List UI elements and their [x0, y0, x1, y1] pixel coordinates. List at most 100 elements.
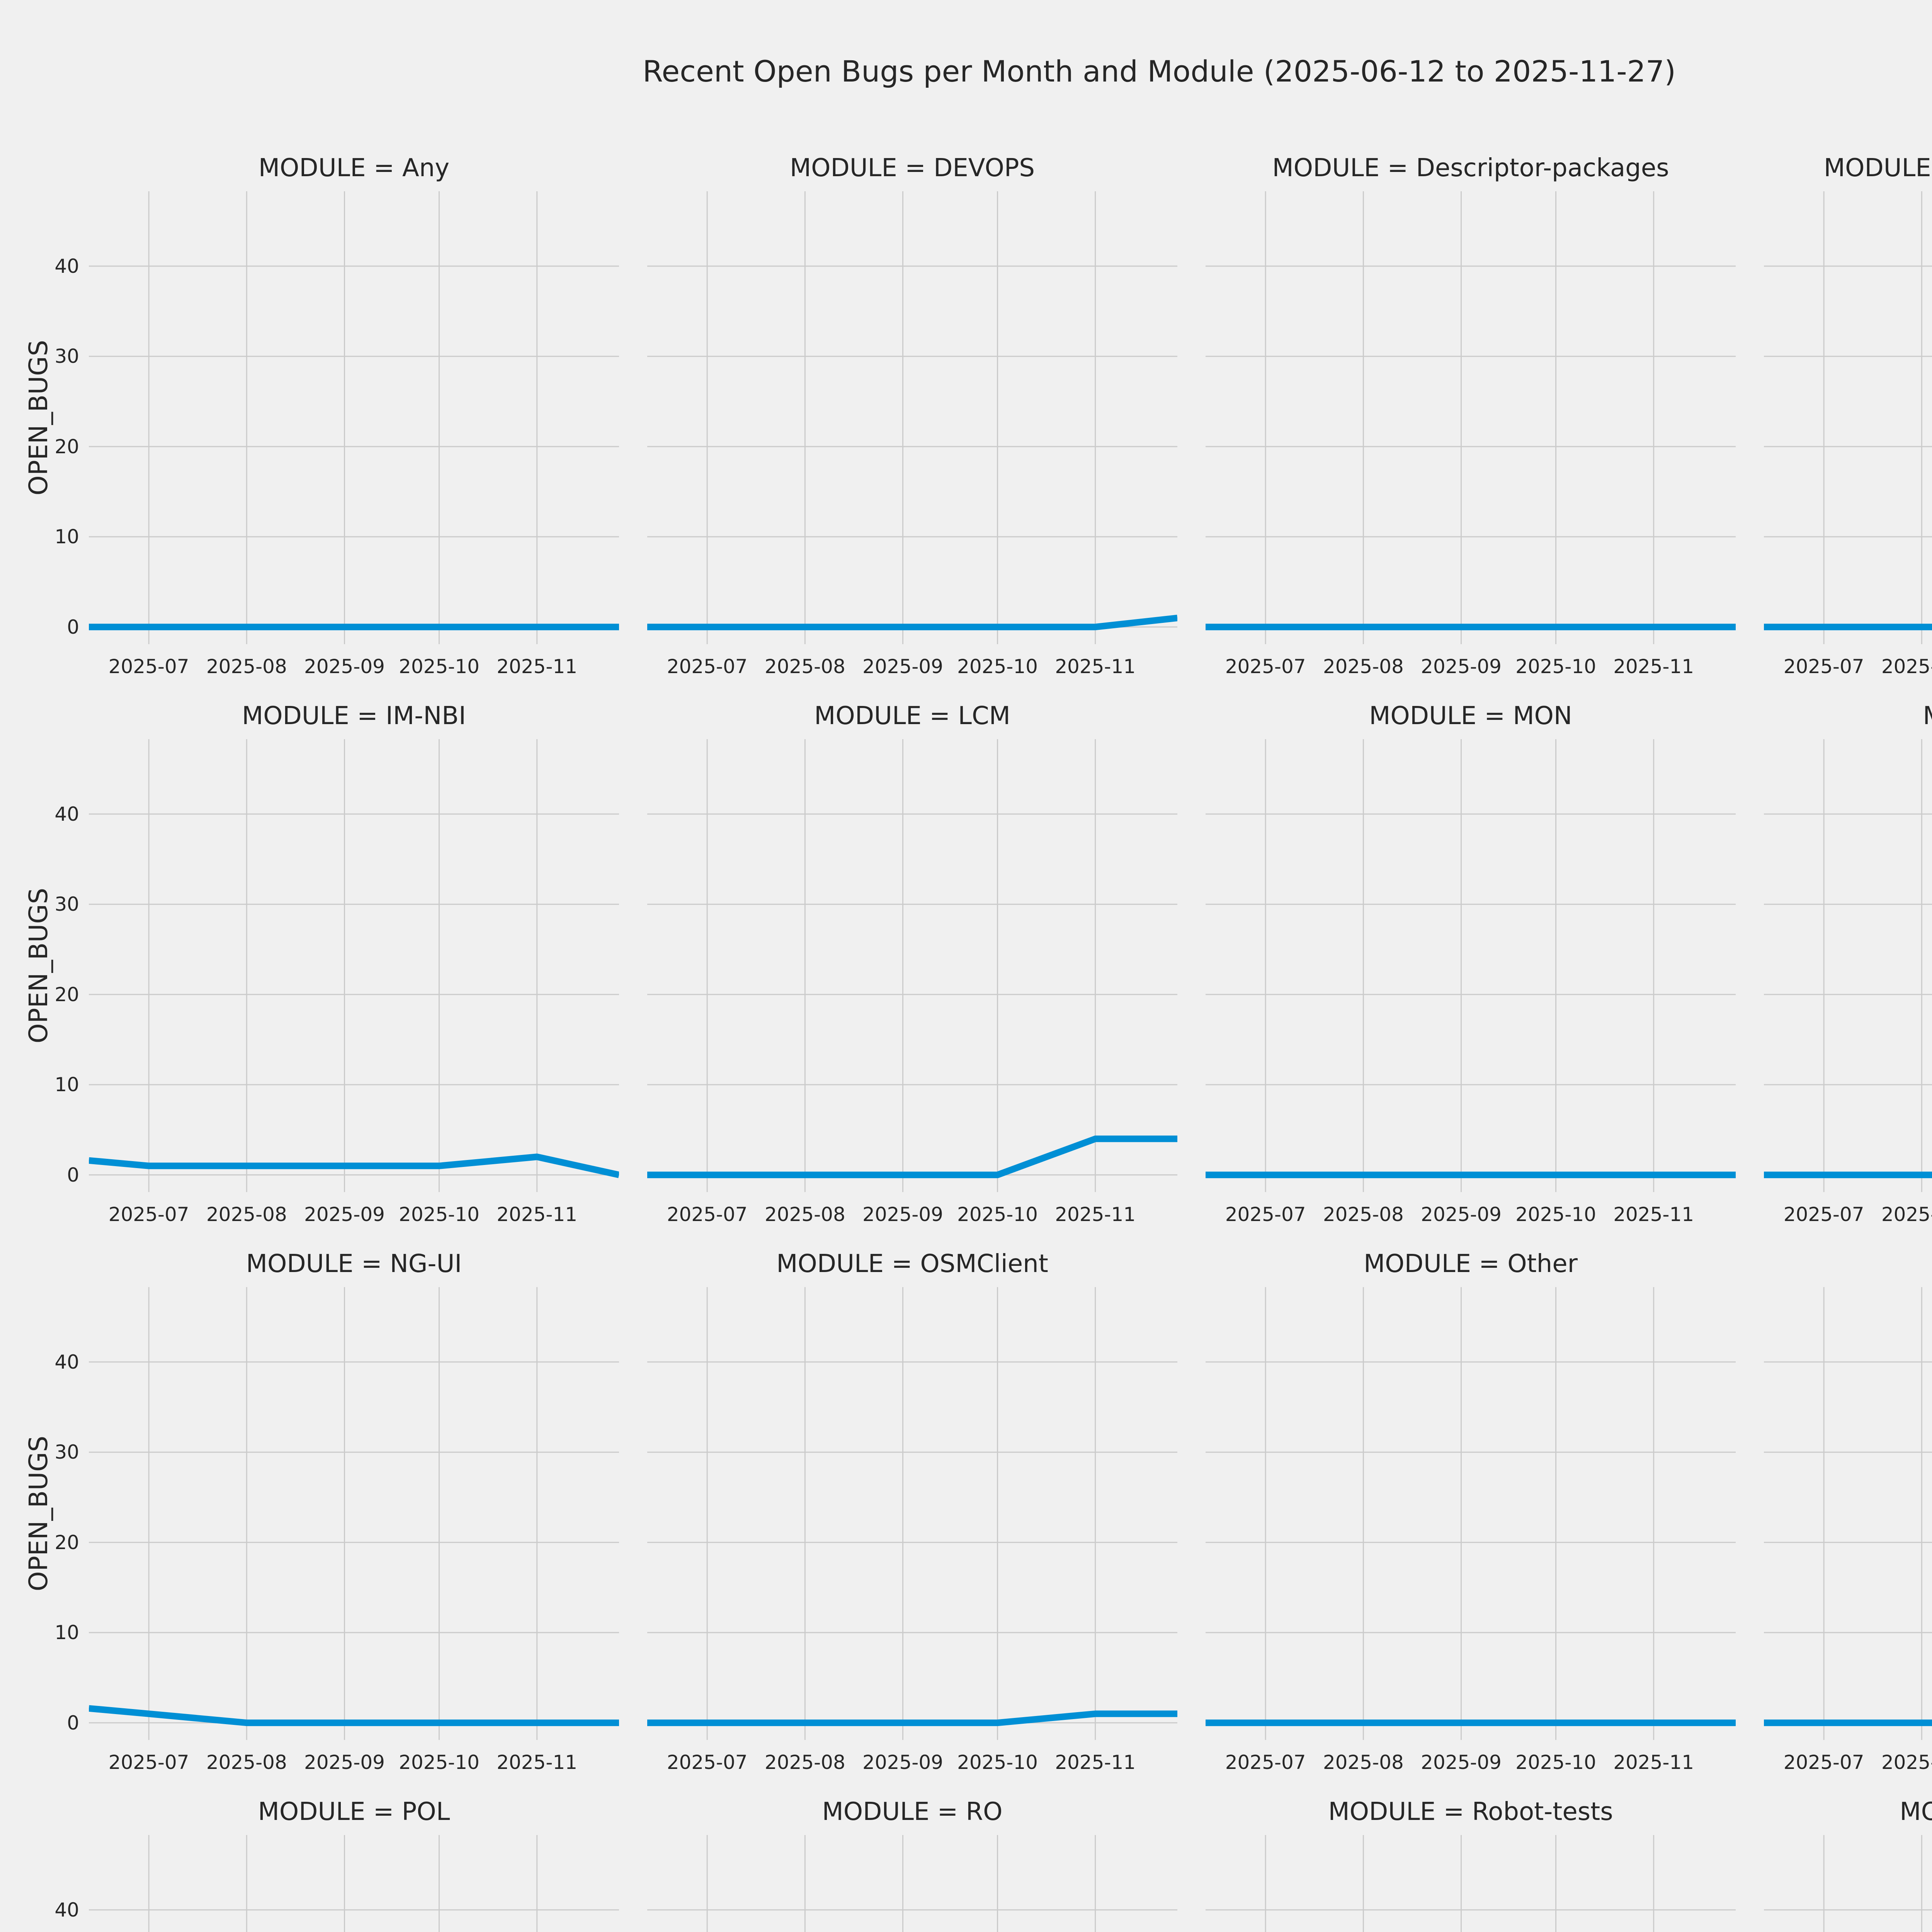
facet-plot-im-nbi — [89, 739, 619, 1192]
x-tick-devops-2025-07: 2025-07 — [667, 655, 748, 678]
x-tick-other-2025-09: 2025-09 — [1421, 1751, 1502, 1774]
x-tick-lcm-2025-08: 2025-08 — [764, 1203, 845, 1226]
x-tick-mon-2025-10: 2025-10 — [1515, 1203, 1596, 1226]
x-tick-ng-ui-2025-07: 2025-07 — [108, 1751, 189, 1774]
x-tick-lcm-2025-07: 2025-07 — [667, 1203, 748, 1226]
x-tick-osmclient-2025-10: 2025-10 — [957, 1751, 1038, 1774]
facet-plot-pol — [89, 1835, 619, 1932]
facet-title-devops: MODULE = DEVOPS — [789, 154, 1035, 182]
x-tick-descriptor-packages-2025-09: 2025-09 — [1421, 655, 1502, 678]
y-axis-label-pol: OPEN_BUGS — [25, 1835, 52, 1932]
x-tick-devops-2025-08: 2025-08 — [764, 655, 845, 678]
facet-title-any: MODULE = Any — [258, 154, 450, 182]
y-tick-ng-ui-20: 20 — [54, 1531, 79, 1554]
x-tick-documentation-wiki-2025-07: 2025-07 — [1783, 655, 1864, 678]
x-tick-descriptor-packages-2025-08: 2025-08 — [1323, 655, 1404, 678]
facet-title-documentation-wiki: MODULE = Documentation / Wiki — [1823, 154, 1932, 182]
facet-title-osmclient: MODULE = OSMClient — [776, 1250, 1048, 1278]
facet-plot-devops — [647, 191, 1177, 644]
x-tick-n2vc-2025-07: 2025-07 — [1783, 1203, 1864, 1226]
y-tick-any-30: 30 — [54, 345, 79, 368]
y-tick-pol-40: 40 — [54, 1898, 79, 1921]
x-tick-n2vc-2025-08: 2025-08 — [1881, 1203, 1932, 1226]
y-tick-im-nbi-40: 40 — [54, 803, 79, 825]
y-axis-label-ng-ui: OPEN_BUGS — [24, 1435, 53, 1592]
facet-title-robot-tests: MODULE = Robot-tests — [1328, 1798, 1613, 1826]
x-tick-any-2025-08: 2025-08 — [206, 655, 287, 678]
x-tick-other-2025-08: 2025-08 — [1323, 1751, 1404, 1774]
x-tick-ng-ui-2025-08: 2025-08 — [206, 1751, 287, 1774]
y-tick-im-nbi-0: 0 — [67, 1163, 79, 1186]
facet-plot-other — [1206, 1287, 1736, 1740]
y-tick-ng-ui-0: 0 — [67, 1711, 79, 1734]
facet-plot-pla — [1764, 1287, 1932, 1740]
y-axis-label-any: OPEN_BUGS — [24, 340, 53, 496]
x-tick-im-nbi-2025-10: 2025-10 — [399, 1203, 480, 1226]
x-tick-lcm-2025-09: 2025-09 — [862, 1203, 943, 1226]
facet-title-pla: MODULE = PLA — [1764, 1250, 1932, 1277]
facet-title-pol: MODULE = POL — [258, 1798, 450, 1826]
data-line-im-nbi — [89, 1153, 619, 1178]
figure-title: Recent Open Bugs per Month and Module (2… — [643, 54, 1676, 88]
y-tick-im-nbi-30: 30 — [54, 893, 79, 916]
x-tick-mon-2025-08: 2025-08 — [1323, 1203, 1404, 1226]
facet-title-mon: MODULE = MON — [1369, 702, 1572, 730]
x-tick-other-2025-10: 2025-10 — [1515, 1751, 1596, 1774]
x-tick-other-2025-11: 2025-11 — [1613, 1751, 1694, 1774]
facet-plot-unknown — [1764, 1835, 1932, 1932]
x-tick-pla-2025-07: 2025-07 — [1783, 1751, 1864, 1774]
y-tick-any-0: 0 — [67, 616, 79, 638]
facet-title-unknown: MODULE = Unknown — [1900, 1798, 1932, 1826]
y-tick-ng-ui-30: 30 — [54, 1441, 79, 1464]
x-tick-osmclient-2025-09: 2025-09 — [862, 1751, 943, 1774]
y-tick-im-nbi-10: 10 — [54, 1073, 79, 1096]
facet-plot-descriptor-packages — [1206, 191, 1736, 644]
facet-title-other: MODULE = Other — [1364, 1250, 1578, 1278]
x-tick-descriptor-packages-2025-10: 2025-10 — [1515, 655, 1596, 678]
x-tick-devops-2025-11: 2025-11 — [1055, 655, 1136, 678]
x-tick-mon-2025-09: 2025-09 — [1421, 1203, 1502, 1226]
x-tick-lcm-2025-11: 2025-11 — [1055, 1203, 1136, 1226]
facet-plot-documentation-wiki — [1764, 191, 1932, 644]
x-tick-descriptor-packages-2025-07: 2025-07 — [1225, 655, 1306, 678]
x-tick-any-2025-07: 2025-07 — [108, 655, 189, 678]
facet-title-n2vc: MODULE = N2VC — [1764, 702, 1932, 730]
x-tick-osmclient-2025-07: 2025-07 — [667, 1751, 748, 1774]
x-tick-any-2025-11: 2025-11 — [497, 655, 578, 678]
y-tick-any-20: 20 — [54, 435, 79, 458]
x-tick-any-2025-10: 2025-10 — [399, 655, 480, 678]
x-tick-other-2025-07: 2025-07 — [1225, 1751, 1306, 1774]
x-tick-ng-ui-2025-09: 2025-09 — [304, 1751, 385, 1774]
facet-title-ng-ui: MODULE = NG-UI — [246, 1250, 462, 1278]
data-line-ng-ui — [89, 1705, 619, 1726]
facet-plot-ng-ui — [89, 1287, 619, 1740]
data-line-lcm — [647, 1135, 1177, 1179]
facet-plot-lcm — [647, 739, 1177, 1192]
facet-plot-robot-tests — [1206, 1835, 1736, 1932]
x-tick-lcm-2025-10: 2025-10 — [957, 1203, 1038, 1226]
facet-title-ro: MODULE = RO — [822, 1798, 1003, 1826]
x-tick-ng-ui-2025-11: 2025-11 — [497, 1751, 578, 1774]
x-tick-devops-2025-09: 2025-09 — [862, 655, 943, 678]
data-line-devops — [647, 614, 1177, 631]
facet-plot-n2vc — [1764, 739, 1932, 1192]
data-line-osmclient — [647, 1710, 1177, 1726]
x-tick-osmclient-2025-11: 2025-11 — [1055, 1751, 1136, 1774]
x-tick-pla-2025-08: 2025-08 — [1881, 1751, 1932, 1774]
x-tick-im-nbi-2025-07: 2025-07 — [108, 1203, 189, 1226]
x-tick-descriptor-packages-2025-11: 2025-11 — [1613, 655, 1694, 678]
facet-title-im-nbi: MODULE = IM-NBI — [242, 702, 466, 730]
facet-plot-any — [89, 191, 619, 644]
y-tick-ng-ui-40: 40 — [54, 1350, 79, 1373]
facet-title-lcm: MODULE = LCM — [814, 702, 1010, 730]
facet-plot-ro — [647, 1835, 1177, 1932]
y-axis-label-im-nbi: OPEN_BUGS — [24, 888, 53, 1044]
facet-plot-osmclient — [647, 1287, 1177, 1740]
x-tick-ng-ui-2025-10: 2025-10 — [399, 1751, 480, 1774]
y-tick-any-40: 40 — [54, 255, 79, 277]
y-tick-im-nbi-20: 20 — [54, 983, 79, 1006]
x-tick-im-nbi-2025-11: 2025-11 — [497, 1203, 578, 1226]
x-tick-im-nbi-2025-09: 2025-09 — [304, 1203, 385, 1226]
x-tick-devops-2025-10: 2025-10 — [957, 655, 1038, 678]
